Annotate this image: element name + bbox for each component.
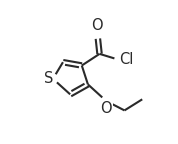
- Text: S: S: [44, 71, 53, 86]
- Text: O: O: [91, 18, 103, 33]
- Text: Cl: Cl: [119, 52, 134, 68]
- Text: O: O: [100, 101, 112, 116]
